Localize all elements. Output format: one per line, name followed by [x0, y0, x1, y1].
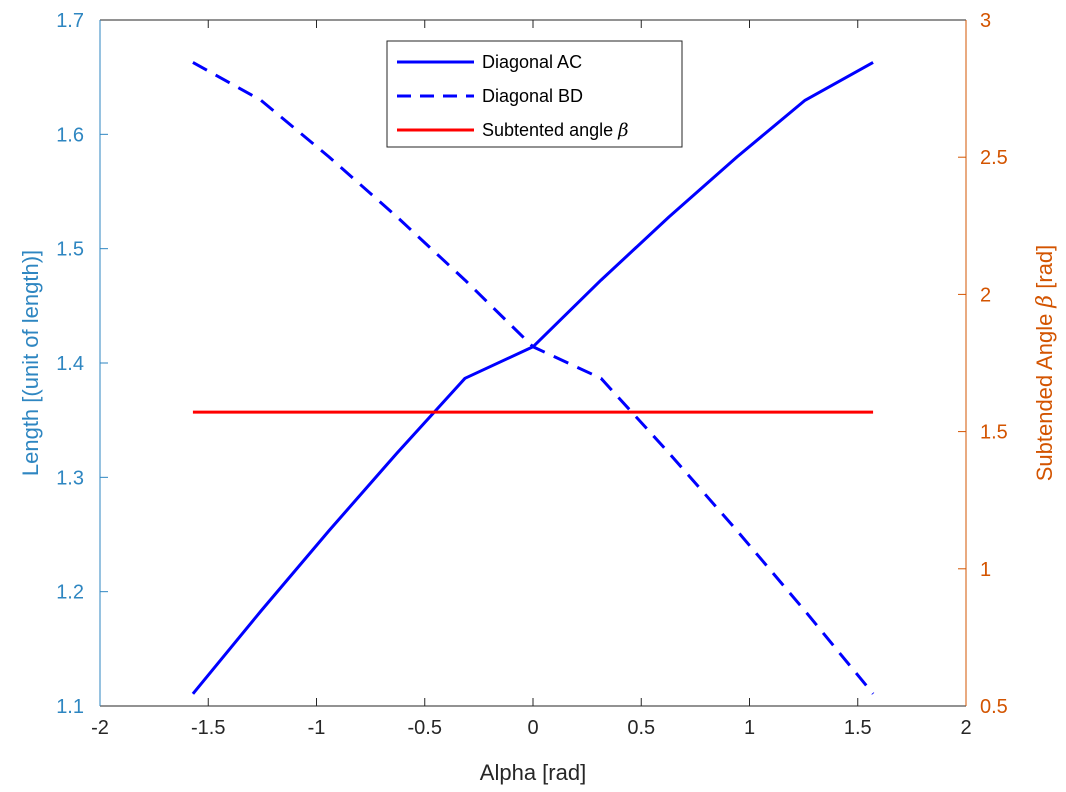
- legend-label-bd: Diagonal BD: [482, 86, 583, 106]
- y-left-tick-label: 1.6: [56, 124, 84, 146]
- y-axis-left-label: Length [(unit of length)]: [18, 250, 43, 476]
- legend-label-beta: Subtented angle β: [482, 120, 629, 141]
- y-right-tick-label: 0.5: [980, 696, 1008, 718]
- y-axis-right-label-beta: β: [1033, 295, 1058, 309]
- y-right-tick-label: 1.5: [980, 422, 1008, 444]
- y-left-tick-label: 1.2: [56, 582, 84, 604]
- frame-layer: [99, 19, 967, 707]
- x-tick-label: 1.5: [844, 717, 872, 739]
- y-right-tick-label: 1: [980, 559, 991, 581]
- y-left-tick-label: 1.5: [56, 239, 84, 261]
- series-layer: [191, 61, 875, 695]
- y-axis-right-label-prefix: Subtended Angle: [1032, 308, 1057, 482]
- y-left-tick-label: 1.3: [56, 467, 84, 489]
- x-tick-label: -2: [91, 717, 109, 739]
- ticks-layer: -2 -1.5 -1 -0.5 0 0.5 1 1.5 2 1.1 1.2 1.3 1.4 1.5 1.6 1…: [56, 10, 1008, 739]
- legend-label-beta-prefix: Subtented angle: [482, 120, 618, 140]
- y-right-tick-label: 2.5: [980, 147, 1008, 169]
- x-tick-label: 2: [960, 717, 971, 739]
- x-axis-label: Alpha [rad]: [480, 760, 586, 785]
- x-tick-label: -1.5: [191, 717, 225, 739]
- y-right-tick-label: 3: [980, 10, 991, 32]
- legend: Diagonal AC Diagonal BD Subtented angle …: [386, 40, 683, 148]
- y-axis-right-label: Subtended Angle β [rad]: [1032, 245, 1058, 482]
- y-left-tick-label: 1.1: [56, 696, 84, 718]
- x-tick-label: 0.5: [627, 717, 655, 739]
- y-left-tick-label: 1.7: [56, 10, 84, 32]
- y-axis-right-label-suffix: [rad]: [1032, 245, 1057, 295]
- y-right-tick-label: 2: [980, 284, 991, 306]
- x-tick-label: 1: [744, 717, 755, 739]
- y-left-tick-label: 1.4: [56, 353, 84, 375]
- series-line-diagonal-bd: [192, 61, 875, 695]
- legend-label-ac: Diagonal AC: [482, 52, 582, 72]
- x-tick-label: -1: [308, 717, 326, 739]
- x-tick-label: 0: [527, 717, 538, 739]
- x-tick-label: -0.5: [408, 717, 442, 739]
- legend-label-beta-symbol: β: [617, 120, 628, 141]
